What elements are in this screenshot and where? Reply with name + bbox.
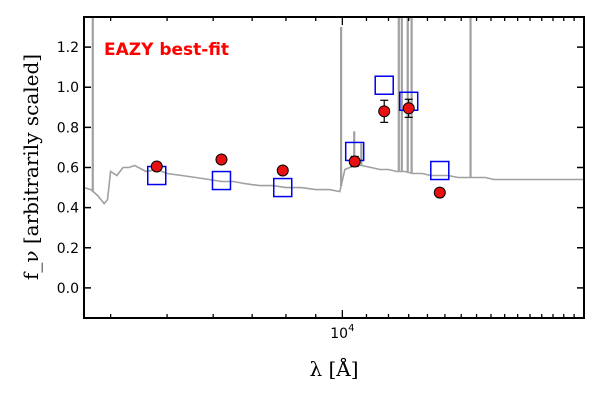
y-tick-label: 0.8 <box>57 120 79 136</box>
observed-flux-point <box>150 160 163 173</box>
y-axis-label-text: f_ν [arbitrarily scaled] <box>19 54 43 280</box>
observed-flux-point <box>402 102 415 115</box>
observed-flux-point <box>433 186 446 199</box>
model-flux-square <box>273 177 293 198</box>
observed-flux-point <box>378 105 391 118</box>
y-axis-label: f_ν [arbitrarily scaled] <box>19 54 43 280</box>
y-tick-label: 0.4 <box>57 201 79 217</box>
x-tick-label: 104 <box>330 323 354 342</box>
x-axis-label: λ [Å] <box>309 356 358 381</box>
y-tick-label: 1.2 <box>57 40 79 56</box>
observed-flux-point <box>215 153 228 166</box>
annotation-label: EAZY best-fit <box>104 40 229 60</box>
observed-flux-point <box>348 155 361 168</box>
y-tick-label: 1.0 <box>57 80 79 96</box>
model-flux-square <box>374 75 394 95</box>
model-flux-square <box>430 160 450 181</box>
observed-flux-point <box>276 164 289 177</box>
y-tick-label: 0.6 <box>57 161 79 177</box>
y-tick-label: 0.2 <box>57 241 79 257</box>
model-flux-square <box>211 170 232 191</box>
y-tick-label: 0.0 <box>57 281 79 297</box>
template-spectrum-line <box>84 164 584 205</box>
